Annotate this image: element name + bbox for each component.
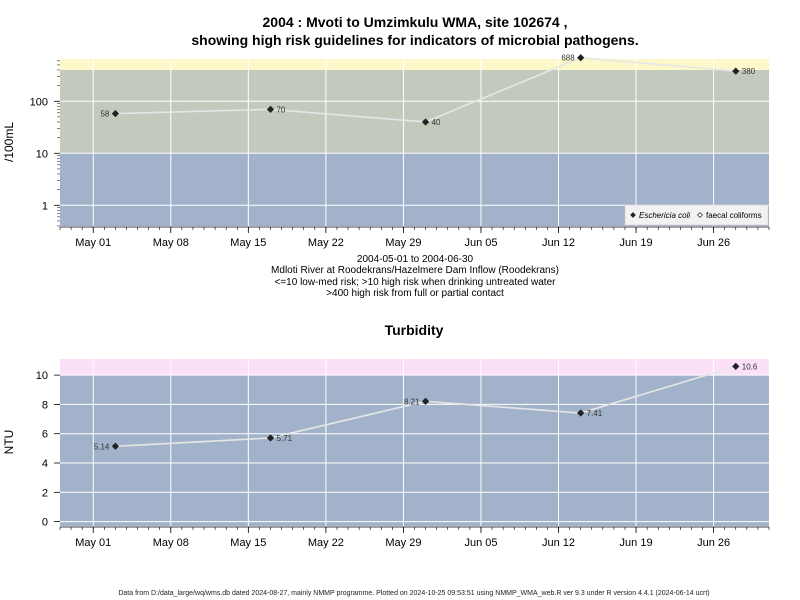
- chart1-legend-label: Eschericia coli: [639, 211, 690, 220]
- chart1-data-point: [111, 109, 120, 118]
- chart2-y-axis-label: NTU: [2, 430, 16, 455]
- chart2-y-tick-label: 8: [42, 399, 48, 411]
- chart1-data-label: 380: [742, 67, 756, 76]
- chart1-data-point: [732, 67, 740, 75]
- chart1-y-tick-label: 1: [42, 200, 48, 212]
- chart1-y-axis-label: /100mL: [2, 122, 16, 162]
- chart2-x-tick-label: Jun 26: [697, 537, 730, 549]
- chart1-title-line2: showing high risk guidelines for indicat…: [191, 32, 638, 48]
- chart1-legend-box: [624, 204, 769, 226]
- chart2-x-tick-label: May 08: [153, 537, 189, 549]
- chart2-title: Turbidity: [385, 322, 444, 338]
- chart2-y-tick-label: 2: [42, 487, 48, 499]
- chart2-y-tick-label: 0: [42, 517, 48, 529]
- chart1-y-tick-label: 10: [36, 148, 48, 160]
- chart1-plot-area: May 01 May 08 May 15 May 22 May 29 Jun 05 Jun …: [30, 54, 770, 249]
- chart1-data-label: 58: [100, 110, 109, 119]
- chart1-x-tick-label: May 01: [75, 237, 111, 249]
- chart1-data-label: 40: [432, 118, 441, 127]
- chart1-x-tick-label: May 15: [230, 237, 266, 249]
- chart2-data-point: [732, 362, 740, 370]
- chart2-data-point: [111, 442, 120, 450]
- chart2-x-tick-label: May 15: [230, 537, 266, 549]
- chart1-x-tick-label: May 29: [385, 237, 421, 249]
- chart1-x-tick-label: May 22: [308, 237, 344, 249]
- chart1-data-label: 70: [276, 105, 285, 114]
- chart2-y-tick-label: 10: [36, 370, 48, 382]
- chart2-risk-band-0: [60, 375, 769, 526]
- chart1-data-label: 688: [561, 54, 575, 63]
- chart2-x-tick-label: May 29: [385, 537, 421, 549]
- chart1-risk-band-2: [60, 59, 769, 70]
- chart2-y-tick-label: 6: [42, 429, 48, 441]
- chart1-data-point: [577, 54, 585, 62]
- chart1-x-tick-label: Jun 19: [620, 237, 653, 249]
- chart2-x-tick-label: May 01: [75, 537, 111, 549]
- chart1-data-point: [266, 105, 275, 113]
- chart1-x-tick-label: Jun 26: [697, 237, 730, 249]
- chart2-data-label: 5.14: [94, 442, 110, 451]
- chart1-x-tick-label: May 08: [153, 237, 189, 249]
- chart2-plot-area: May 01 May 08 May 15 May 22 May 29 Jun 05 Jun …: [36, 359, 770, 549]
- chart1-caption-guideline-2: >400 high risk from full or partial cont…: [326, 288, 504, 299]
- chart1-legend-label: faecal coliforms: [706, 211, 762, 220]
- footer-note: Data from D:/data_large/wq/wms.db dated …: [118, 590, 709, 597]
- chart2-data-label: 7.41: [587, 409, 603, 418]
- chart1-legend: Eschericia coli faecal coliforms: [624, 204, 769, 226]
- chart2-data-point: [421, 397, 430, 405]
- chart2-data-point: [266, 434, 275, 442]
- chart2-data-label: 10.6: [742, 362, 758, 371]
- chart1-caption-guideline-1: <=10 low-med risk; >10 high risk when dr…: [275, 277, 557, 288]
- chart1-legend-marker-filled: [630, 212, 636, 218]
- chart1-title-line1: 2004 : Mvoti to Umzimkulu WMA, site 1026…: [263, 14, 568, 30]
- chart2-risk-band-1: [60, 359, 769, 376]
- chart1-caption-date-range: 2004-05-01 to 2004-06-30: [357, 254, 474, 265]
- chart2-y-tick-label: 4: [42, 458, 48, 470]
- chart2-x-tick-label: Jun 05: [464, 537, 497, 549]
- chart1-caption-site: Mdloti River at Roodekrans/Hazelmere Dam…: [271, 265, 559, 276]
- chart2-x-tick-label: May 22: [308, 537, 344, 549]
- chart1-x-tick-label: Jun 12: [542, 237, 575, 249]
- chart2-data-label: 8.21: [404, 397, 420, 406]
- chart2-x-tick-label: Jun 19: [620, 537, 653, 549]
- chart1-x-tick-label: Jun 05: [464, 237, 497, 249]
- chart1-y-tick-label: 100: [30, 96, 48, 108]
- chart2-data-label: 5.71: [276, 434, 292, 443]
- chart1-data-point: [421, 118, 430, 126]
- chart2-data-point: [577, 409, 585, 417]
- chart1-legend-marker-open: [697, 212, 703, 218]
- chart2-x-tick-label: Jun 12: [542, 537, 575, 549]
